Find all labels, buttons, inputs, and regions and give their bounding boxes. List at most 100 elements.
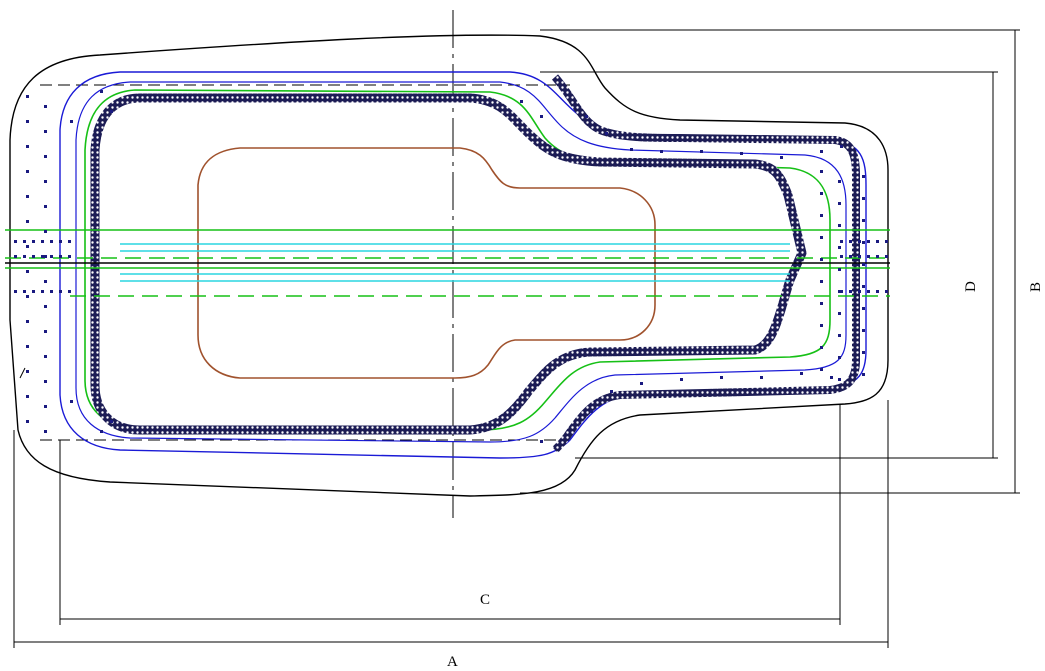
flange-dot	[820, 346, 823, 349]
flange-dot	[838, 268, 841, 271]
flange-dot	[838, 180, 841, 183]
flange-dot	[26, 220, 29, 223]
flange-dot	[26, 120, 29, 123]
flange-dot	[59, 240, 62, 243]
flange-dot	[840, 240, 843, 243]
flange-dot	[44, 105, 47, 108]
flange-dot	[862, 175, 865, 178]
flange-dot	[23, 255, 26, 258]
flange-dot	[585, 115, 588, 118]
flange-dot	[820, 192, 823, 195]
flange-dot	[59, 290, 62, 293]
flange-dot	[820, 236, 823, 239]
flange-dot	[41, 240, 44, 243]
flange-dot	[110, 110, 113, 113]
flange-dot	[70, 120, 73, 123]
flange-dot	[862, 219, 865, 222]
flange-dot	[110, 420, 113, 423]
flange-dot	[44, 280, 47, 283]
dimension-label-a: A	[447, 654, 458, 670]
flange-dot	[32, 290, 35, 293]
seal-band-outer	[551, 74, 860, 453]
flange-dot	[26, 345, 29, 348]
green-horizontal-lines	[5, 229, 890, 269]
flange-dot	[14, 290, 17, 293]
flange-dot	[876, 255, 879, 258]
flange-dot	[640, 382, 643, 385]
blue-outer-contour	[59, 71, 867, 459]
flange-dot	[838, 356, 841, 359]
flange-dot	[858, 290, 861, 293]
flange-dot	[862, 373, 865, 376]
flange-dot	[44, 355, 47, 358]
flange-dot	[26, 195, 29, 198]
flange-dot	[780, 156, 783, 159]
flange-dot	[862, 285, 865, 288]
flange-dot	[862, 197, 865, 200]
flange-dot	[838, 378, 841, 381]
flange-dot	[820, 170, 823, 173]
flange-dot	[838, 202, 841, 205]
flange-dot	[838, 334, 841, 337]
flange-dot	[838, 246, 841, 249]
flange-dot	[44, 430, 47, 433]
flange-dot	[838, 224, 841, 227]
flange-dot	[820, 150, 823, 153]
flange-dot	[26, 420, 29, 423]
flange-dot	[26, 295, 29, 298]
flange-dot	[50, 290, 53, 293]
flange-dot	[44, 180, 47, 183]
flange-dot	[44, 380, 47, 383]
flange-dot	[820, 258, 823, 261]
flange-dot	[26, 170, 29, 173]
flange-dot	[862, 329, 865, 332]
flange-dot	[876, 240, 879, 243]
flange-dot	[800, 372, 803, 375]
brown-cavity-outline	[197, 147, 656, 379]
flange-dot	[876, 290, 879, 293]
flange-dot	[862, 241, 865, 244]
flange-dot	[41, 255, 44, 258]
flange-dot	[540, 440, 543, 443]
flange-dot	[838, 312, 841, 315]
flange-dot	[760, 376, 763, 379]
flange-dot	[68, 240, 71, 243]
flange-dot	[44, 405, 47, 408]
dimension-label-b: B	[1028, 282, 1044, 292]
flange-dot	[867, 290, 870, 293]
dimension-label-d: D	[963, 281, 979, 292]
flange-dot	[885, 290, 888, 293]
flange-dot	[44, 205, 47, 208]
flange-dot	[44, 255, 47, 258]
flange-dot	[838, 290, 841, 293]
flange-dot	[840, 255, 843, 258]
flange-dot	[14, 255, 17, 258]
flange-dots	[14, 90, 888, 443]
flange-dot	[41, 290, 44, 293]
flange-dot	[23, 290, 26, 293]
dimension-label-c: C	[480, 592, 490, 608]
flange-dot	[820, 324, 823, 327]
flange-dot	[32, 240, 35, 243]
flange-dot	[605, 132, 608, 135]
flange-dot	[26, 270, 29, 273]
flange-dot	[849, 290, 852, 293]
flange-dot	[660, 150, 663, 153]
flange-dot	[885, 240, 888, 243]
green-dashed-lines	[5, 257, 890, 297]
flange-dot	[23, 240, 26, 243]
flange-dot	[26, 395, 29, 398]
flange-dot	[68, 290, 71, 293]
flange-dot	[820, 280, 823, 283]
flange-dot	[867, 255, 870, 258]
flange-dot	[44, 305, 47, 308]
flange-dot	[862, 263, 865, 266]
flange-dot	[26, 370, 29, 373]
flange-dot	[720, 376, 723, 379]
flange-dot	[59, 255, 62, 258]
flange-dot	[26, 95, 29, 98]
cyan-lines	[120, 243, 790, 282]
flange-dot	[100, 90, 103, 93]
flange-dot	[867, 240, 870, 243]
